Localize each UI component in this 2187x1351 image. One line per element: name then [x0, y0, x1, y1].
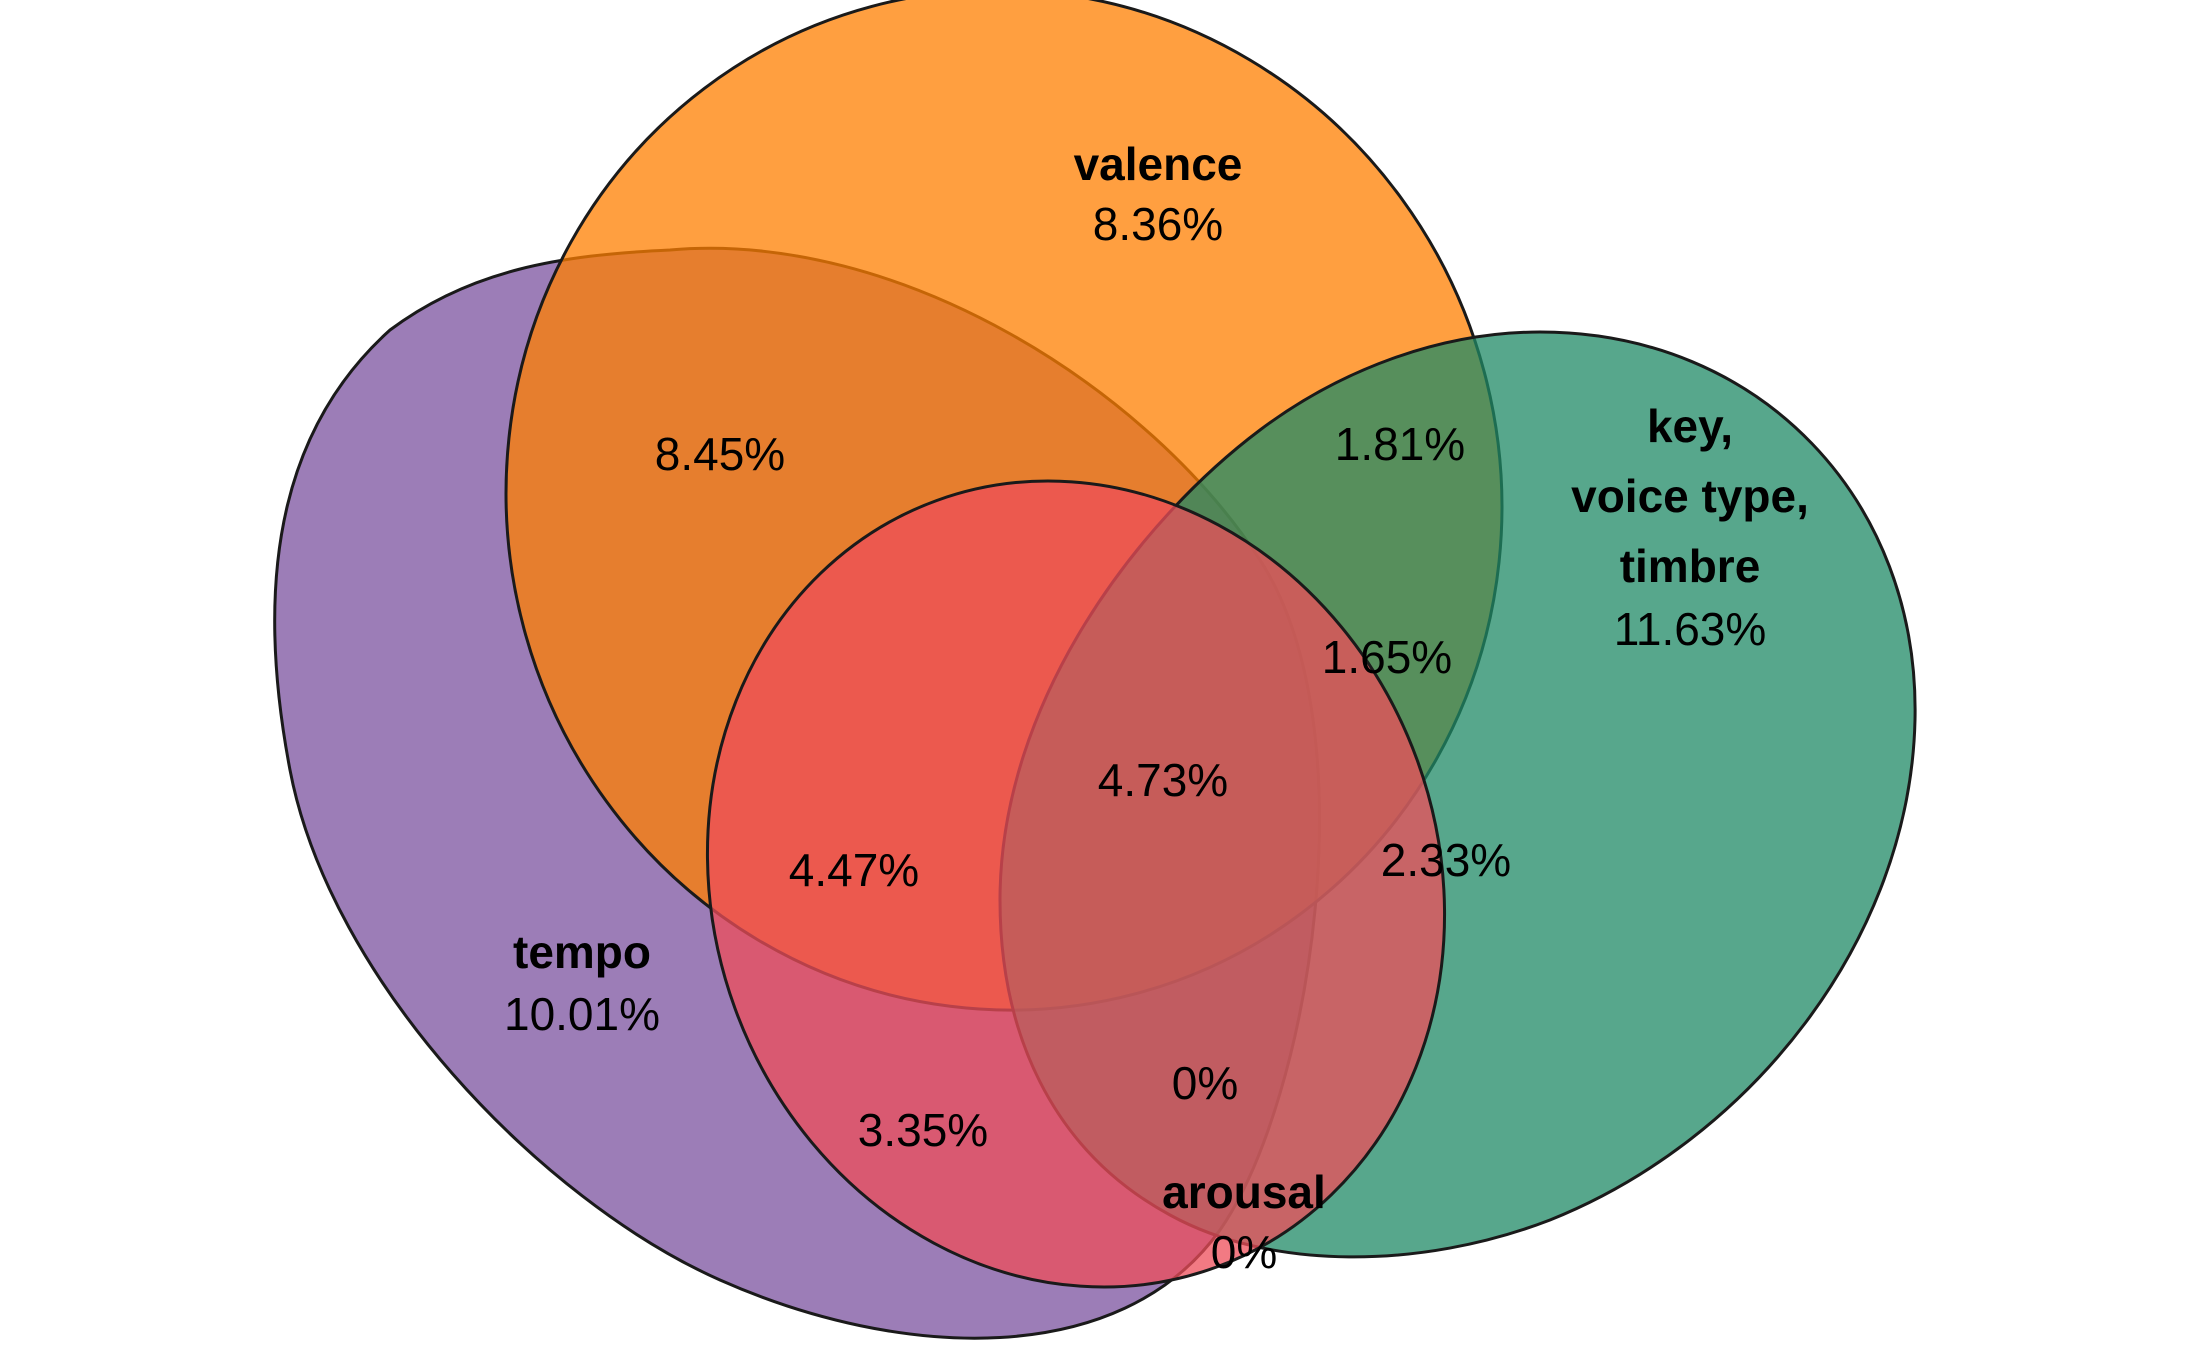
key-voice-timbre-set-label-line-1: key,: [1647, 400, 1733, 452]
key-voice-timbre-set-label-line-2: voice type,: [1571, 470, 1809, 522]
key-voice-timbre-set-value: 11.63%: [1614, 603, 1767, 655]
valence-set-label: valence: [1074, 138, 1243, 190]
valence-key-overlap-value: 1.81%: [1335, 418, 1465, 470]
valence-key-arousal-overlap-value: 1.65%: [1322, 631, 1452, 683]
tempo-key-arousal-overlap-value: 0%: [1172, 1057, 1238, 1109]
arousal-set-shape: [705, 479, 1447, 1289]
tempo-set-label: tempo: [513, 926, 651, 978]
key-arousal-overlap-value: 2.33%: [1381, 834, 1511, 886]
tempo-set-value: 10.01%: [504, 988, 660, 1040]
valence-set-value: 8.36%: [1093, 198, 1223, 250]
key-voice-timbre-set-label-line-3: timbre: [1620, 540, 1761, 592]
tempo-valence-overlap-value: 8.45%: [655, 428, 785, 480]
tempo-valence-arousal-overlap-value: 4.47%: [789, 844, 919, 896]
arousal-set-label: arousal: [1162, 1166, 1326, 1218]
tempo-arousal-overlap-value: 3.35%: [858, 1104, 988, 1156]
arousal-set-value: 0%: [1211, 1226, 1277, 1278]
all-four-overlap-value: 4.73%: [1098, 754, 1228, 806]
